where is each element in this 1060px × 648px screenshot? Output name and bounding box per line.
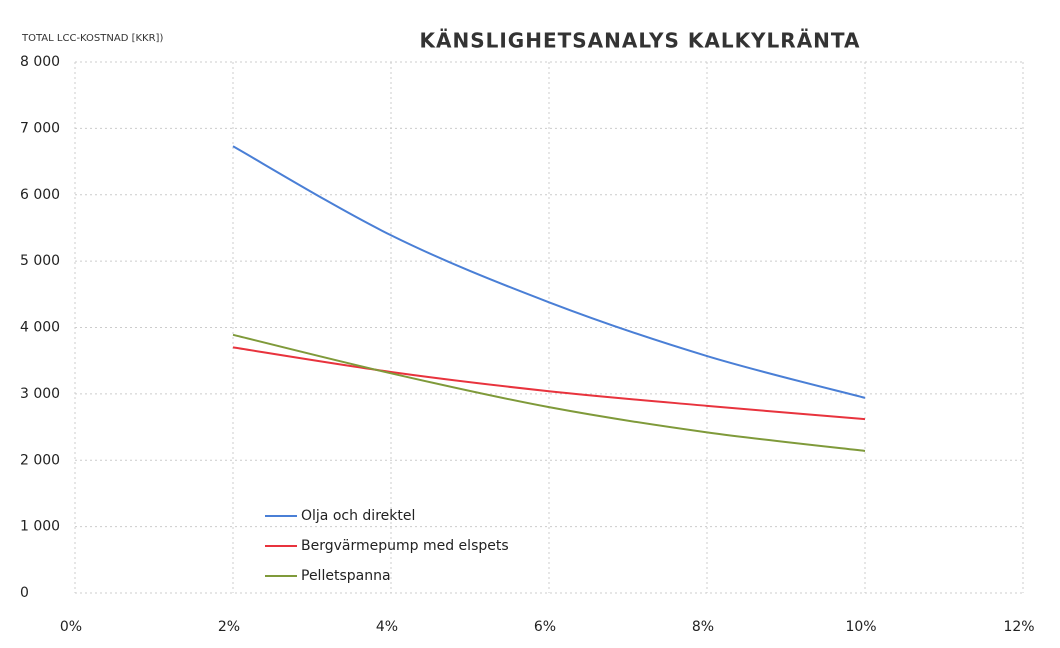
y-tick-label: 4 000 <box>20 320 60 336</box>
y-tick-label: 7 000 <box>20 120 60 136</box>
x-tick-label: 10% <box>845 619 876 635</box>
y-axis-label: TOTAL LCC-KOSTNAD [KKR]) <box>21 33 163 44</box>
x-tick-label: 8% <box>692 619 714 635</box>
legend-label: Olja och direktel <box>301 508 415 524</box>
legend-label: Pelletspanna <box>301 568 391 584</box>
chart-title: KÄNSLIGHETSANALYS KALKYLRÄNTA <box>420 29 861 53</box>
y-tick-label: 3 000 <box>20 386 60 402</box>
x-tick-label: 6% <box>534 619 556 635</box>
series-line <box>232 346 866 421</box>
y-tick-label: 0 <box>20 585 29 601</box>
series-line <box>232 333 866 452</box>
x-tick-label: 2% <box>218 619 240 635</box>
y-tick-label: 8 000 <box>20 54 60 70</box>
series-line <box>232 145 866 399</box>
y-tick-label: 1 000 <box>20 519 60 535</box>
x-tick-label: 0% <box>60 619 82 635</box>
y-tick-label: 2 000 <box>20 452 60 468</box>
y-tick-label: 6 000 <box>20 187 60 203</box>
legend-label: Bergvärmepump med elspets <box>301 538 509 554</box>
y-tick-label: 5 000 <box>20 253 60 269</box>
x-tick-label: 12% <box>1003 619 1034 635</box>
x-tick-label: 4% <box>376 619 398 635</box>
